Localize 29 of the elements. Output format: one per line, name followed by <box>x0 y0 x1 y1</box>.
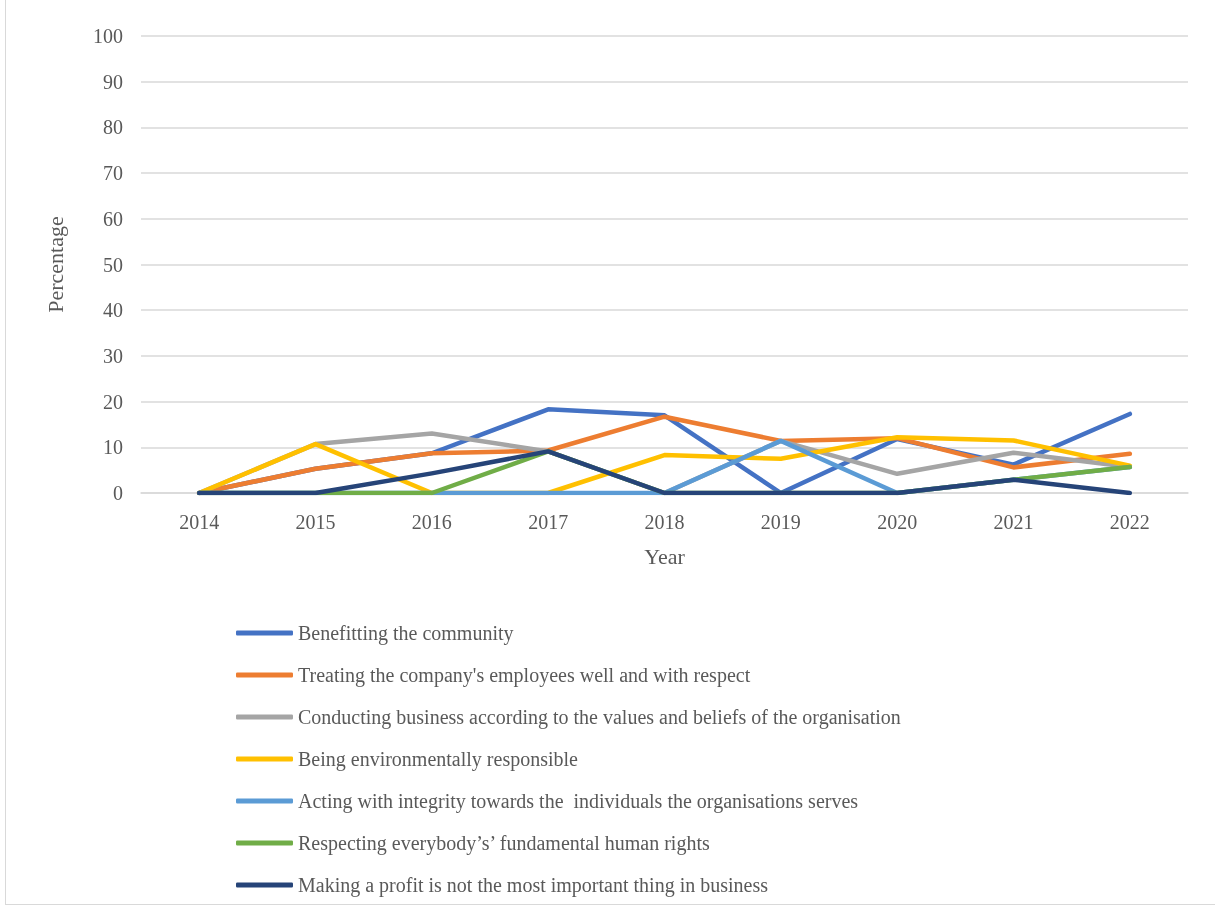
x-tick-label: 2014 <box>179 511 220 533</box>
x-tick-label: 2016 <box>411 511 452 533</box>
y-tick-label: 40 <box>103 299 123 322</box>
x-tick-label: 2020 <box>877 511 918 533</box>
y-axis-title: Percentage <box>42 216 68 313</box>
x-tick-label: 2017 <box>528 511 569 533</box>
y-tick-label: 90 <box>103 70 123 93</box>
x-tick-label: 2018 <box>644 511 685 533</box>
y-tick-label: 80 <box>103 116 123 139</box>
y-tick-label: 20 <box>103 390 123 413</box>
x-tick-label: 2022 <box>1109 511 1150 533</box>
legend-label: Respecting everybody’s’ fundamental human rights <box>298 832 710 855</box>
x-tick-label: 2015 <box>295 511 336 533</box>
y-tick-label: 100 <box>93 25 123 47</box>
y-tick-label: 70 <box>103 162 123 185</box>
legend-label: Conducting business according to the values and beliefs of the organisation <box>298 706 901 729</box>
legend-label: Being environmentally responsible <box>298 748 579 771</box>
legend-label: Benefitting the community <box>298 622 514 645</box>
y-tick-label: 30 <box>103 344 123 367</box>
x-tick-label: 2019 <box>760 511 801 533</box>
y-tick-label: 0 <box>113 482 123 504</box>
legend-label: Making a profit is not the most important thing in business <box>298 874 769 897</box>
y-tick-label: 50 <box>103 253 123 276</box>
y-tick-label: 60 <box>103 207 123 230</box>
y-tick-label: 10 <box>103 436 123 459</box>
legend-label: Acting with integrity towards the individuals the organisations serves <box>298 790 859 813</box>
x-axis-title: Year <box>644 543 686 569</box>
legend-label: Treating the company's employees well and with respect <box>298 664 751 687</box>
x-tick-label: 2021 <box>993 511 1034 533</box>
